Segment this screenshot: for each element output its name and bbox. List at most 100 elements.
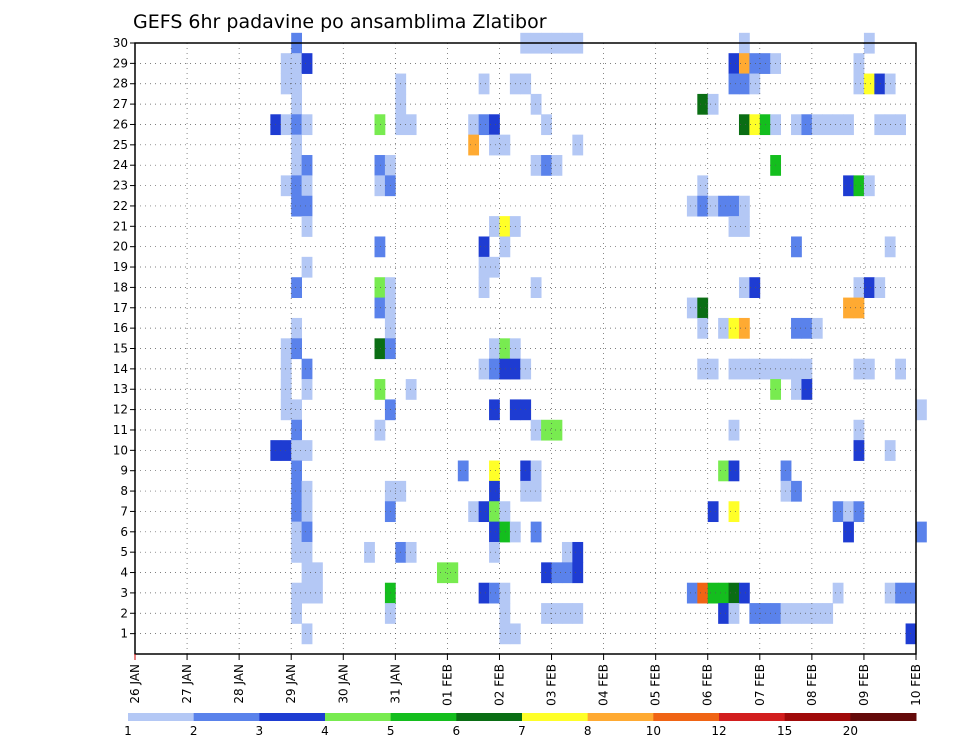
heatmap-cell	[853, 419, 865, 441]
heatmap-cell	[853, 358, 865, 380]
heatmap-cell	[291, 338, 303, 360]
heatmap-cell	[541, 114, 552, 136]
heatmap-cell	[530, 93, 542, 115]
heatmap-cell	[478, 358, 490, 380]
heatmap-cell	[707, 195, 719, 217]
heatmap-cell	[738, 277, 750, 298]
heatmap-cell	[405, 114, 417, 136]
y-tick-label: 11	[113, 423, 128, 437]
colorbar-segment	[193, 713, 260, 721]
heatmap-cell	[374, 297, 386, 319]
heatmap-cell	[530, 460, 542, 482]
y-axis-ticks: 1234567891011121314151617181920212223242…	[113, 36, 135, 641]
heatmap-cell	[301, 175, 313, 197]
heatmap-cell	[468, 134, 480, 156]
heatmap-cell	[489, 256, 500, 278]
heatmap-cell	[301, 256, 313, 278]
heatmap-cell	[863, 358, 875, 380]
heatmap-cell	[541, 155, 552, 176]
heatmap-cell	[843, 501, 854, 523]
heatmap-cell	[916, 399, 927, 421]
heatmap-cell	[728, 358, 740, 380]
heatmap-cell	[478, 256, 490, 278]
heatmap-cell	[489, 582, 500, 604]
x-tick-label: 27 JAN	[180, 664, 194, 704]
heatmap-cell	[801, 379, 813, 400]
heatmap-cell	[541, 562, 552, 584]
heatmap-cell	[801, 317, 813, 339]
heatmap-cell	[686, 195, 698, 217]
heatmap-cell	[301, 195, 313, 217]
colorbar-segment	[784, 713, 851, 721]
heatmap-cell	[530, 155, 542, 176]
heatmap-cell	[718, 582, 729, 604]
heatmap-cell	[801, 114, 813, 136]
heatmap-cell	[843, 297, 854, 319]
y-tick-label: 7	[120, 504, 128, 518]
y-tick-label: 26	[113, 117, 128, 131]
heatmap-cell	[468, 501, 480, 523]
heatmap-cell	[530, 419, 542, 441]
colorbar-label: 10	[646, 724, 661, 738]
heatmap-cell	[291, 53, 303, 74]
heatmap-cell	[780, 460, 792, 482]
colorbar-label: 20	[843, 724, 858, 738]
heatmap-cell	[291, 480, 303, 502]
heatmap-cell	[530, 521, 542, 543]
x-tick-label: 26 JAN	[128, 664, 142, 704]
heatmap-cell	[686, 297, 698, 319]
colorbar-segment	[522, 713, 589, 721]
heatmap-cell	[707, 93, 719, 115]
y-tick-label: 13	[113, 382, 128, 396]
heatmap-cell	[478, 582, 490, 604]
heatmap-cell	[291, 399, 303, 421]
heatmap-cell	[499, 501, 511, 523]
x-tick-label: 05 FEB	[649, 664, 663, 706]
x-tick-label: 03 FEB	[545, 664, 559, 706]
heatmap-cell	[728, 501, 740, 523]
y-tick-label: 2	[120, 606, 128, 620]
y-tick-label: 9	[120, 464, 128, 478]
heatmap-cell	[728, 317, 740, 339]
colorbar-segment	[850, 713, 917, 721]
heatmap-cell	[811, 603, 823, 624]
colorbar-label: 3	[256, 724, 264, 738]
y-tick-label: 22	[113, 199, 128, 213]
heatmap-cell	[301, 562, 313, 584]
y-tick-label: 6	[120, 525, 128, 539]
y-tick-label: 25	[113, 138, 128, 152]
y-tick-label: 30	[113, 36, 128, 50]
heatmap-cell	[301, 53, 313, 74]
heatmap-cell	[280, 379, 292, 400]
heatmap-cell	[551, 562, 563, 584]
heatmap-cell	[291, 603, 303, 624]
heatmap-cell	[301, 501, 313, 523]
colorbar: 1 2 3 4 5 6 7 8 10 12 15 20	[124, 713, 917, 738]
heatmap-cell	[405, 541, 417, 563]
x-tick-label: 04 FEB	[597, 664, 611, 706]
heatmap-cell	[291, 277, 303, 298]
heatmap-cell	[697, 358, 709, 380]
colorbar-label: 1	[124, 724, 132, 738]
heatmap-cell	[780, 358, 792, 380]
x-tick-label: 08 FEB	[805, 664, 819, 706]
heatmap-cell	[489, 501, 500, 523]
heatmap-cell	[291, 155, 303, 176]
x-tick-label: 07 FEB	[753, 664, 767, 706]
heatmap-cell	[738, 114, 750, 136]
heatmap-cell	[499, 521, 511, 543]
x-tick-label: 31 JAN	[388, 664, 402, 704]
heatmap-cell	[374, 114, 386, 136]
heatmap-cell	[499, 216, 511, 237]
heatmap-cell	[551, 603, 563, 624]
heatmap-cell	[749, 277, 761, 298]
heatmap-cell	[291, 175, 303, 197]
heatmap-cell	[874, 73, 886, 95]
heatmap-cell	[291, 93, 303, 115]
heatmap-cell	[738, 317, 750, 339]
heatmap-cell	[280, 358, 292, 380]
heatmap-cell	[478, 236, 490, 258]
heatmap-cell	[312, 562, 323, 584]
heatmap-cell	[447, 562, 459, 584]
heatmap-cell	[541, 419, 552, 441]
